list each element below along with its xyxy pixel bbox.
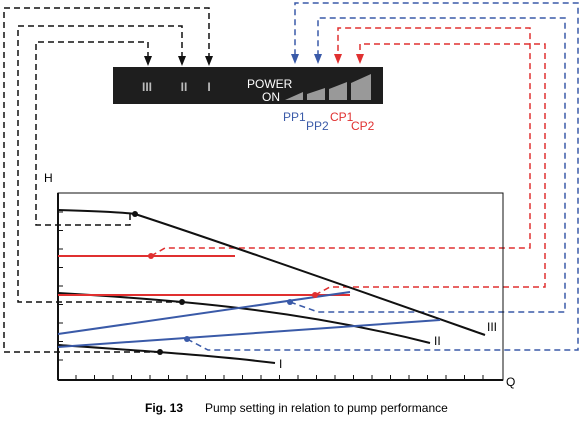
setting-label: PP1 xyxy=(283,110,306,124)
speed-label: I xyxy=(207,80,210,94)
arrowheads xyxy=(144,54,364,66)
curve-iii xyxy=(57,209,486,336)
curve-ii xyxy=(57,292,431,344)
curve-label: I xyxy=(279,357,282,371)
x-axis-label: Q xyxy=(506,375,515,389)
connectors xyxy=(3,2,579,353)
caption-text: Pump setting in relation to pump perform… xyxy=(205,401,448,415)
curve-label: II xyxy=(434,334,441,348)
setting-label: CP2 xyxy=(351,119,375,133)
pp1-line xyxy=(57,319,441,348)
setting-ramps xyxy=(285,74,371,100)
setting-label: CP1 xyxy=(330,110,354,124)
speed-label: II xyxy=(181,80,188,94)
setting-label: PP2 xyxy=(306,119,329,133)
points xyxy=(132,211,318,355)
curve-label: III xyxy=(487,320,497,334)
y-axis-label: H xyxy=(44,171,53,185)
on-label: ON xyxy=(262,90,280,104)
caption-label: Fig. 13 xyxy=(145,401,183,415)
ticks xyxy=(58,211,484,380)
speed-label: III xyxy=(142,80,152,94)
pp2-line xyxy=(57,291,351,335)
curve-i xyxy=(57,344,276,364)
power-label: POWER xyxy=(247,77,293,91)
